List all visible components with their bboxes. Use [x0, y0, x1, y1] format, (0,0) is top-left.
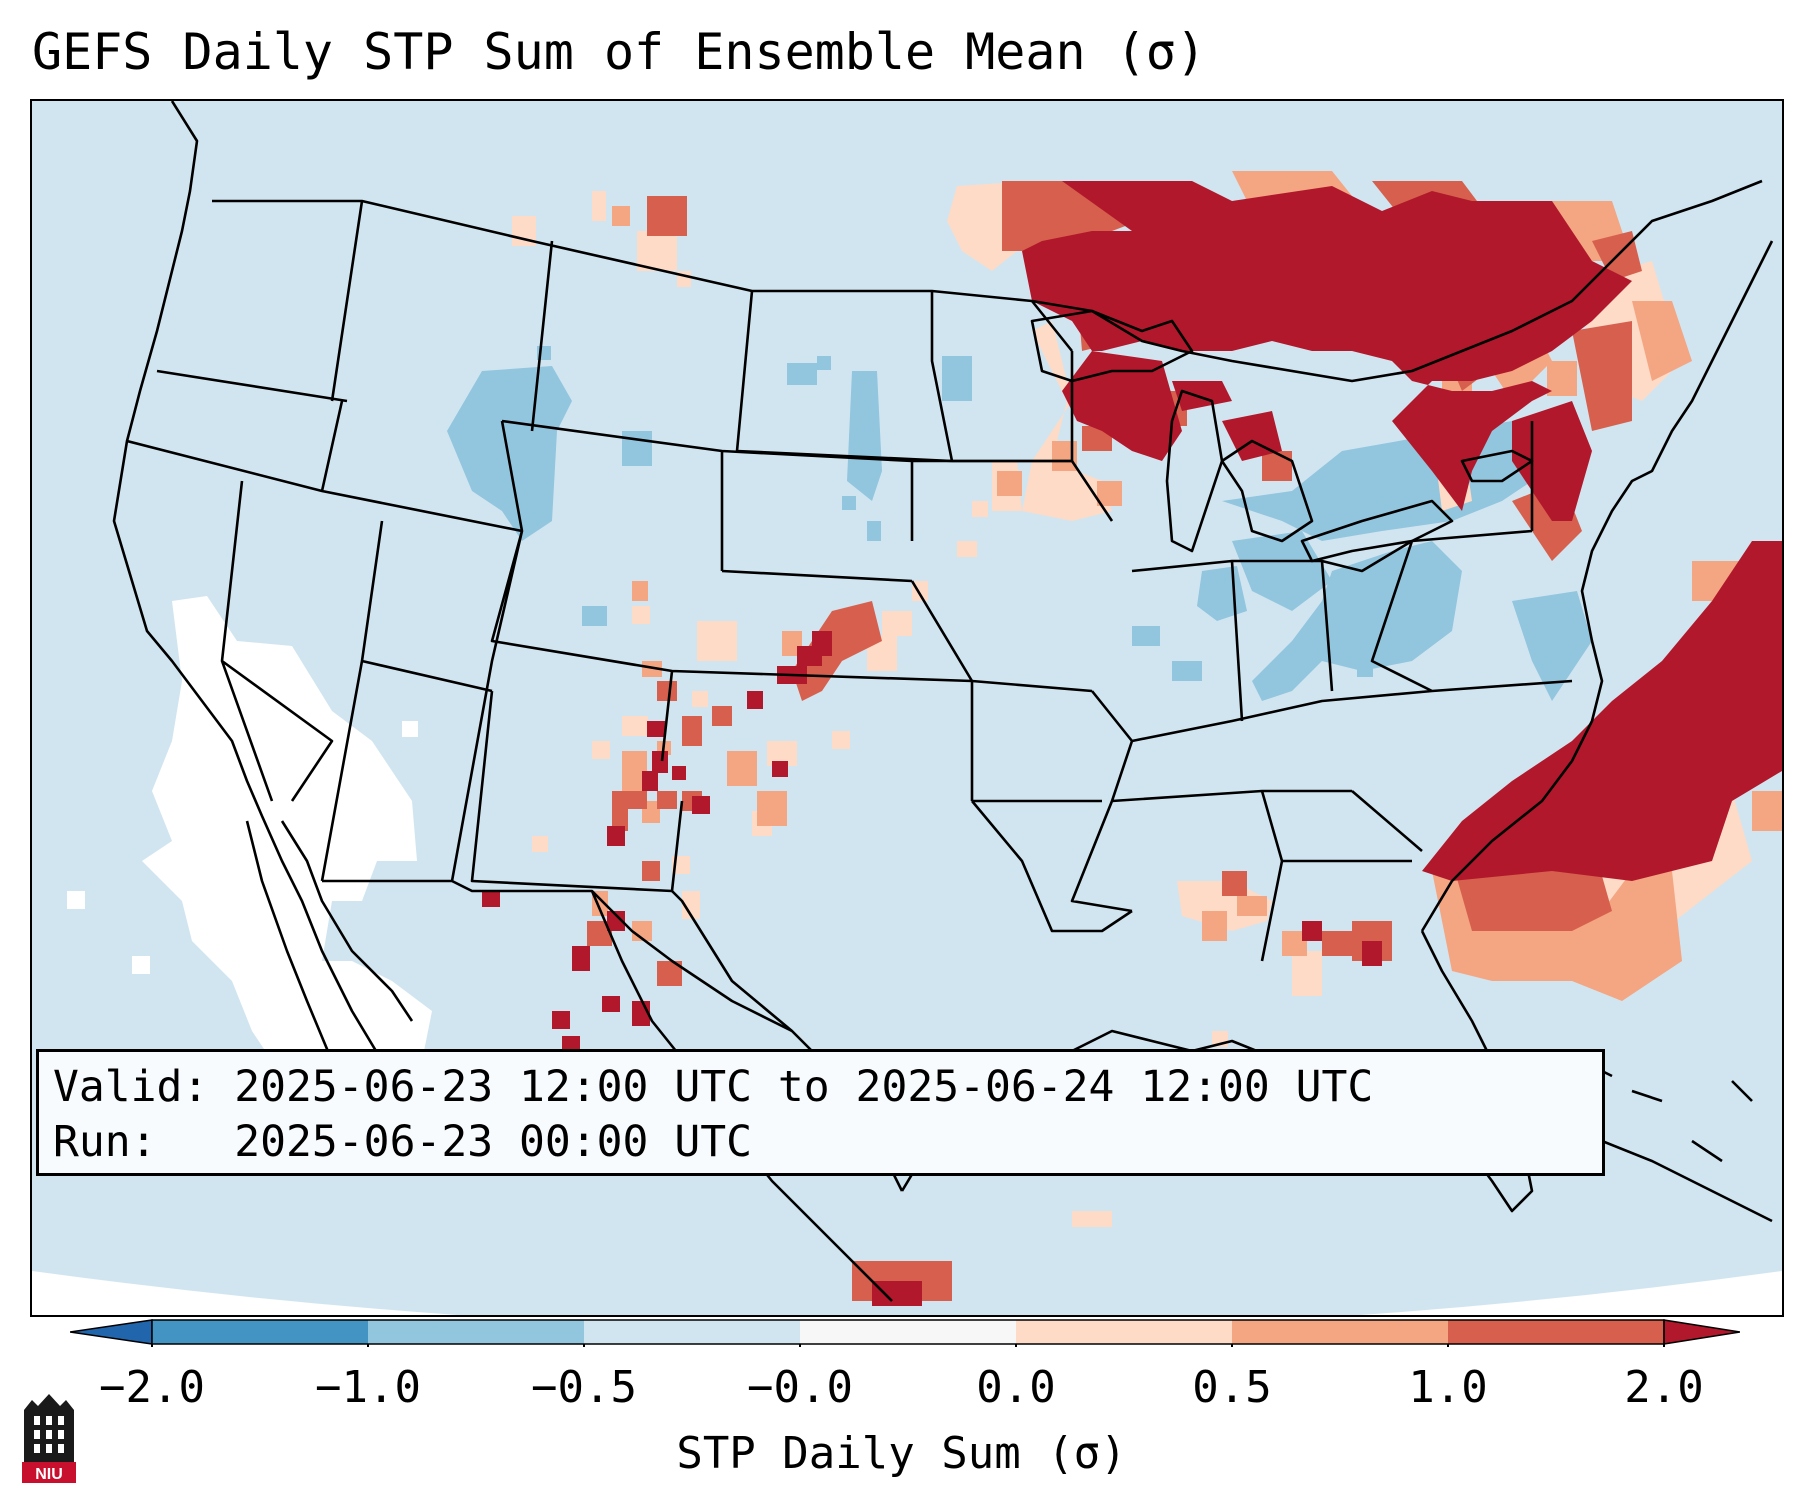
colorbar-bin-6	[1232, 1320, 1448, 1344]
atlantic-coastline	[1420, 240, 1774, 932]
colorbar-tick-label: −0.0	[747, 1362, 853, 1413]
colorbar	[70, 1319, 1740, 1347]
valid-line: Valid: 2025-06-23 12:00 UTC to 2025-06-2…	[53, 1060, 1588, 1115]
run-line: Run: 2025-06-23 00:00 UTC	[53, 1115, 1588, 1170]
colorbar-bin-3	[584, 1320, 800, 1344]
colorbar-tick-label: 2.0	[1624, 1362, 1704, 1413]
run-label: Run:	[53, 1117, 157, 1167]
colorbar-tick-label: −2.0	[99, 1362, 205, 1413]
valid-value: 2025-06-23 12:00 UTC to 2025-06-24 12:00…	[234, 1062, 1374, 1112]
colorbar-ticks	[151, 1344, 1665, 1347]
west-coastline	[112, 101, 394, 1102]
colorbar-tick-label: 0.5	[1192, 1362, 1272, 1413]
colorbar-tick-label: 0.0	[976, 1362, 1056, 1413]
valid-time-box: Valid: 2025-06-23 12:00 UTC to 2025-06-2…	[36, 1049, 1605, 1176]
colorbar-outline	[151, 1319, 1665, 1345]
extreme-positive-areas	[482, 181, 1782, 1306]
niu-logo: NIU	[22, 1394, 76, 1483]
colorbar-bin-2	[368, 1320, 584, 1344]
colorbar-under-arrow	[70, 1319, 153, 1345]
colorbar-tick-label: −0.5	[531, 1362, 637, 1413]
map-title: GEFS Daily STP Sum of Ensemble Mean (σ)	[32, 23, 1206, 81]
colorbar-bin-4	[800, 1320, 1016, 1344]
colorbar-label: STP Daily Sum (σ)	[676, 1428, 1127, 1479]
logo-text: NIU	[35, 1466, 63, 1483]
colorbar-bin-5	[1016, 1320, 1232, 1344]
colorbar-tick-label: −1.0	[315, 1362, 421, 1413]
great-lakes	[1030, 309, 1534, 563]
valid-label: Valid:	[53, 1062, 209, 1112]
colorbar-tick-label: 1.0	[1408, 1362, 1488, 1413]
colorbar-bin-1	[152, 1320, 368, 1344]
state-lines	[126, 369, 1573, 962]
colorbar-bin-7	[1448, 1320, 1664, 1344]
colorbar-over-arrow	[1663, 1319, 1740, 1345]
run-value: 2025-06-23 00:00 UTC	[234, 1117, 752, 1167]
northern-state-lines	[330, 200, 1074, 463]
